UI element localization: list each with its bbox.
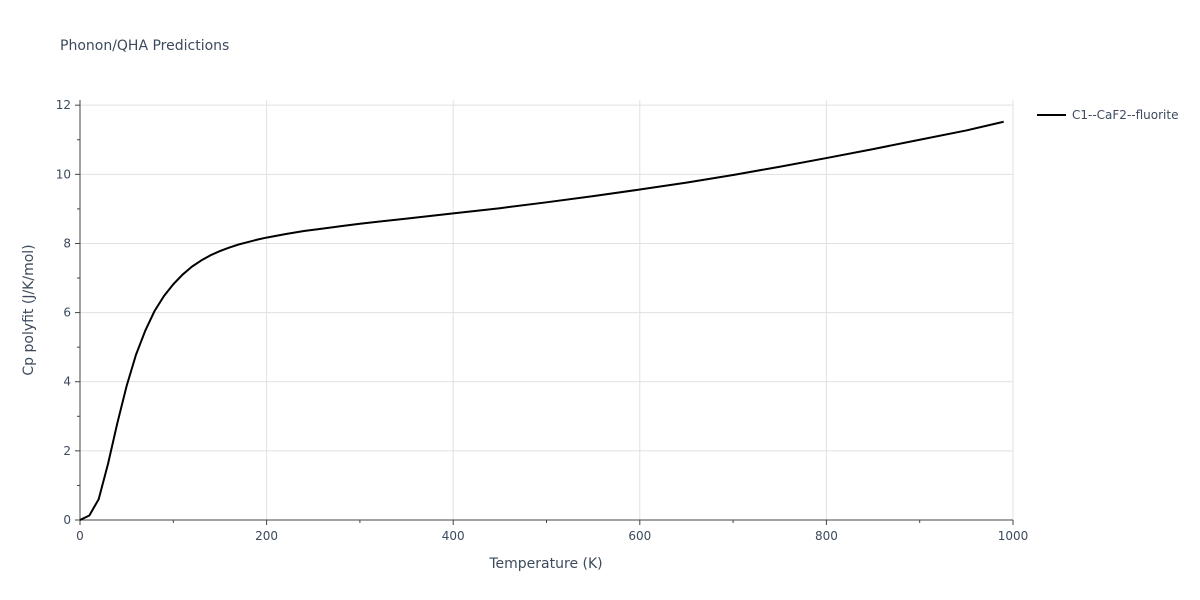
- x-tick-label: 200: [255, 529, 278, 543]
- x-tick-label: 800: [815, 529, 838, 543]
- y-tick-label: 0: [63, 513, 71, 527]
- legend[interactable]: C1--CaF2--fluorite: [1037, 108, 1178, 122]
- y-tick-labels: 0 2 4 6 8 10 12: [56, 98, 71, 527]
- series-line: [79, 120, 1004, 521]
- y-tick-label: 4: [63, 375, 71, 389]
- y-tick-label: 8: [63, 236, 71, 250]
- x-tick-labels: 0 200 400 600 800 1000: [76, 529, 1028, 543]
- x-axis-title: Temperature (K): [488, 556, 602, 572]
- x-tick-label: 400: [442, 529, 465, 543]
- y-tick-label: 2: [63, 444, 71, 458]
- y-axis-title: Cp polyfit (J/K/mol): [21, 244, 37, 375]
- plot-area: [79, 120, 1004, 521]
- chart-title: Phonon/QHA Predictions: [60, 38, 229, 54]
- axes: [75, 100, 1014, 525]
- legend-label[interactable]: C1--CaF2--fluorite: [1072, 108, 1178, 122]
- y-tick-label: 6: [63, 306, 71, 320]
- y-tick-label: 12: [56, 98, 71, 112]
- grid-lines: [80, 100, 1014, 520]
- x-tick-label: 600: [628, 529, 651, 543]
- x-tick-label: 1000: [998, 529, 1029, 543]
- x-tick-label: 0: [76, 529, 84, 543]
- y-tick-label: 10: [56, 167, 71, 181]
